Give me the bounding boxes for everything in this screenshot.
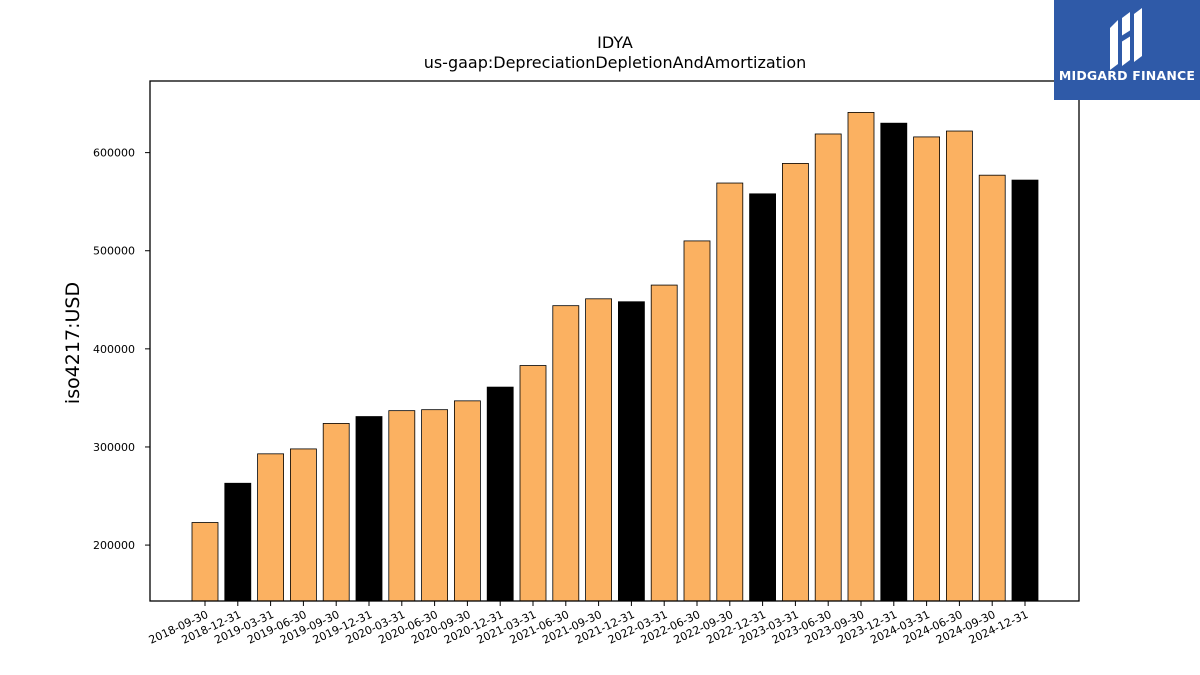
- brand-name: MIDGARD FINANCE: [1058, 68, 1196, 83]
- bar-2021-03-31: [519, 365, 547, 602]
- bar-2024-06-30: [946, 130, 973, 602]
- bar-2019-12-31: [355, 416, 383, 602]
- bar-2022-09-30: [716, 182, 744, 602]
- bar-2020-12-31: [486, 386, 514, 602]
- y-tick-label: 500000: [93, 245, 135, 258]
- bar-2019-03-31: [257, 453, 285, 602]
- bar-2023-12-31: [880, 122, 908, 602]
- bar-2024-09-30: [978, 174, 1006, 602]
- bar-2021-09-30: [585, 298, 612, 602]
- bar-2021-06-30: [552, 305, 580, 602]
- x-ticks-group: 2018-09-302018-12-312019-03-312019-06-30…: [147, 601, 1030, 647]
- bar-2023-09-30: [847, 112, 875, 602]
- brand-logo: MIDGARD FINANCE: [1054, 0, 1200, 100]
- chart-title: IDYA: [597, 33, 633, 52]
- bar-2024-12-31: [1011, 179, 1039, 602]
- bar-2022-06-30: [683, 240, 711, 602]
- y-tick-label: 600000: [93, 147, 135, 160]
- bar-2019-06-30: [289, 448, 317, 602]
- bars-group: [191, 112, 1039, 602]
- bar-2023-06-30: [814, 133, 842, 602]
- y-tick-label: 300000: [93, 441, 135, 454]
- bar-2020-09-30: [453, 400, 481, 602]
- midgard-logo-icon: [1110, 8, 1142, 70]
- bar-2023-03-31: [782, 163, 809, 602]
- bar-2021-12-31: [618, 301, 645, 602]
- bar-2024-03-31: [913, 136, 940, 602]
- bar-2022-12-31: [749, 193, 776, 602]
- y-axis-label: iso4217:USD: [62, 282, 84, 404]
- bar-2022-03-31: [650, 284, 678, 602]
- bar-2020-06-30: [421, 409, 449, 602]
- y-ticks-group: 200000 300000 400000 500000 600000: [93, 147, 150, 552]
- chart-subtitle: us-gaap:DepreciationDepletionAndAmortiza…: [424, 53, 807, 72]
- bar-2019-09-30: [322, 423, 350, 602]
- y-tick-label: 400000: [93, 343, 135, 356]
- bar-2018-09-30: [191, 522, 219, 602]
- y-tick-label: 200000: [93, 539, 135, 552]
- plot-frame: [149, 80, 1080, 602]
- bar-2018-12-31: [224, 482, 252, 602]
- bar-2020-03-31: [388, 410, 416, 602]
